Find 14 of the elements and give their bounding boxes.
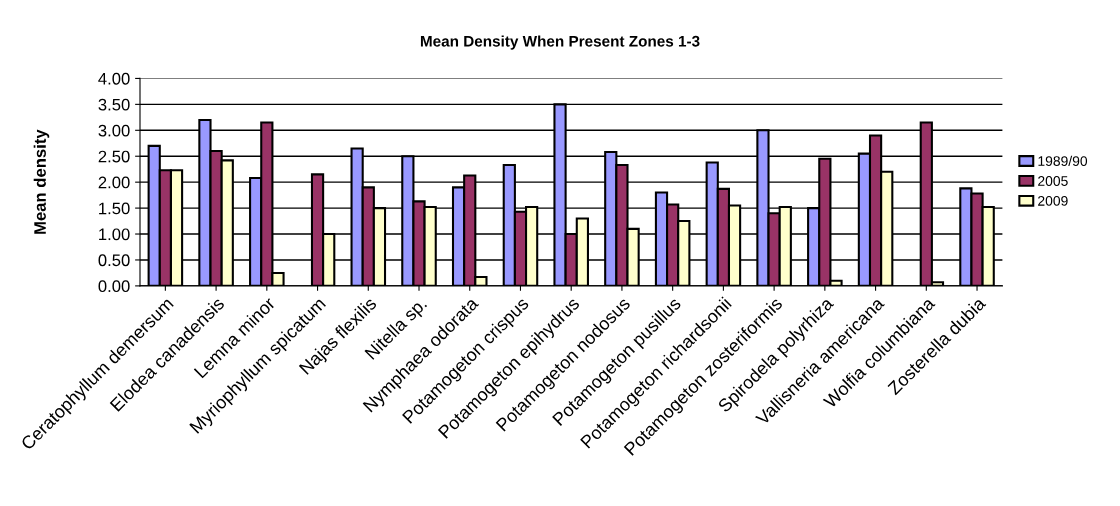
y-tick-label: 2.00 — [98, 176, 130, 189]
y-tick-label: 1.00 — [99, 228, 130, 241]
y-tick-label: 1.50 — [99, 202, 130, 215]
y-axis-title: Mean density — [33, 129, 50, 234]
y-tick-label: 2.50 — [98, 150, 130, 163]
legend-label: 2009 — [1038, 195, 1068, 206]
y-tick-label: 4.00 — [98, 72, 130, 85]
legend-label: 2005 — [1038, 176, 1068, 186]
y-tick-label: 3.00 — [98, 124, 130, 137]
y-tick-label: 0.00 — [98, 280, 130, 293]
y-tick-label: 3.50 — [98, 98, 130, 111]
legend-label: 1989/90 — [1038, 155, 1088, 166]
y-tick-label: 0.50 — [98, 254, 130, 267]
chart-title: Mean Density When Present Zones 1-3 — [420, 35, 700, 50]
